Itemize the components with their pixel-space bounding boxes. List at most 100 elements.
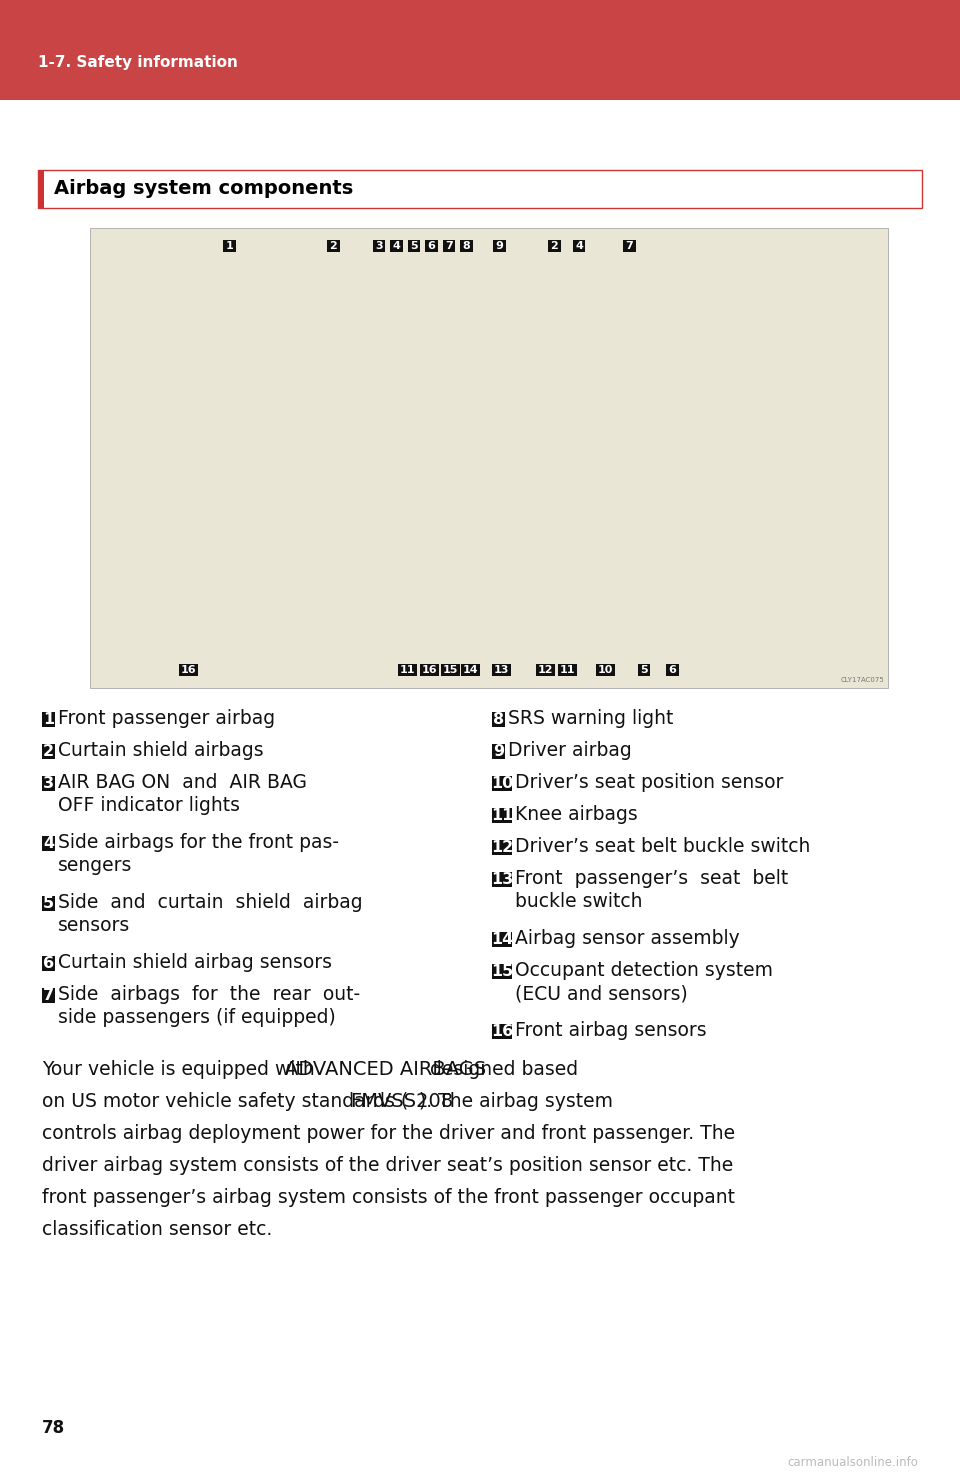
Bar [42,743,55,758]
Text: controls airbag deployment power for the driver and front passenger. The: controls airbag deployment power for the… [42,1123,735,1143]
Text: ). The airbag system: ). The airbag system [420,1092,613,1112]
Text: 13: 13 [494,665,510,675]
Bar [492,711,505,727]
Text: 16: 16 [181,665,197,675]
Text: Side  airbags  for  the  rear  out-: Side airbags for the rear out- [58,985,360,1005]
Text: 8: 8 [463,240,470,251]
Text: 9: 9 [492,743,504,758]
Text: CLY17AC075: CLY17AC075 [840,677,884,683]
Bar [461,663,480,677]
Text: Driver’s seat belt buckle switch: Driver’s seat belt buckle switch [515,837,810,856]
Bar [596,663,615,677]
Bar [327,240,340,252]
Text: Occupant detection system: Occupant detection system [515,962,773,981]
Bar [443,240,455,252]
Text: 1: 1 [226,240,233,251]
Text: 8: 8 [492,711,504,727]
Text: Front  passenger’s  seat  belt: Front passenger’s seat belt [515,870,788,889]
Bar [492,963,512,978]
Bar [492,807,512,822]
Bar [492,743,505,758]
Text: Curtain shield airbag sensors: Curtain shield airbag sensors [58,954,332,972]
Bar [42,835,55,850]
Text: Airbag sensor assembly: Airbag sensor assembly [515,929,740,948]
Text: 3: 3 [375,240,383,251]
Bar [492,871,512,886]
Text: 10: 10 [491,776,514,791]
Text: 4: 4 [575,240,583,251]
Text: 16: 16 [422,665,438,675]
Bar [492,1024,512,1039]
Bar [492,840,512,855]
Text: SRS warning light: SRS warning light [508,709,673,729]
Text: buckle switch: buckle switch [515,892,642,911]
Text: 11: 11 [400,665,416,675]
Text: 2: 2 [329,240,337,251]
Text: designed based: designed based [424,1060,578,1079]
Bar [536,663,555,677]
Text: 4: 4 [393,240,400,251]
Bar [442,663,460,677]
Text: Knee airbags: Knee airbags [515,806,637,825]
Text: sensors: sensors [58,917,131,935]
Text: FMVSS208: FMVSS208 [349,1092,453,1112]
Text: 13: 13 [491,871,514,886]
Text: 4: 4 [43,835,54,850]
Text: front passenger’s airbag system consists of the front passenger occupant: front passenger’s airbag system consists… [42,1189,735,1206]
Bar [0,0,960,99]
Text: Front passenger airbag: Front passenger airbag [58,709,276,729]
Text: 5: 5 [410,240,418,251]
Bar [558,663,577,677]
Bar [398,663,417,677]
Bar [372,240,385,252]
Bar [461,240,473,252]
Text: 7: 7 [445,240,453,251]
Text: 6: 6 [427,240,436,251]
Text: Driver airbag: Driver airbag [508,742,632,760]
Text: 9: 9 [495,240,503,251]
Text: sengers: sengers [58,856,132,876]
Bar [573,240,586,252]
Bar [493,240,506,252]
Text: driver airbag system consists of the driver seat’s position sensor etc. The: driver airbag system consists of the dri… [42,1156,733,1175]
Bar [42,711,55,727]
Text: 1-7. Safety information: 1-7. Safety information [38,55,238,70]
Bar [390,240,402,252]
Bar [548,240,561,252]
Text: 78: 78 [42,1419,65,1437]
Text: 10: 10 [598,665,613,675]
Bar [224,240,236,252]
Text: 6: 6 [668,665,677,675]
Text: Front airbag sensors: Front airbag sensors [515,1021,707,1040]
Bar [637,663,650,677]
Text: on US motor vehicle safety standards (: on US motor vehicle safety standards ( [42,1092,408,1112]
Bar [42,776,55,791]
Bar [38,171,44,208]
Bar [492,663,512,677]
Text: Driver’s seat position sensor: Driver’s seat position sensor [515,773,783,792]
Text: 16: 16 [491,1024,514,1039]
Text: 5: 5 [640,665,648,675]
Bar [90,229,888,689]
Text: ADVANCED AIRBAGS: ADVANCED AIRBAGS [285,1060,487,1079]
Text: 2: 2 [551,240,559,251]
Bar [492,776,512,791]
Text: 12: 12 [538,665,553,675]
Text: 6: 6 [43,956,54,971]
Bar [38,171,922,208]
Text: 11: 11 [491,807,514,822]
Bar [42,895,55,911]
Bar [492,932,512,947]
Text: 7: 7 [626,240,634,251]
Bar [180,663,199,677]
Text: carmanualsonline.info: carmanualsonline.info [787,1456,918,1469]
Text: 3: 3 [43,776,54,791]
Text: 15: 15 [491,963,514,978]
Text: 11: 11 [560,665,575,675]
Text: 14: 14 [463,665,478,675]
Text: AIR BAG ON  and  AIR BAG: AIR BAG ON and AIR BAG [58,773,307,792]
Text: Side airbags for the front pas-: Side airbags for the front pas- [58,834,339,852]
Text: Airbag system components: Airbag system components [54,180,353,199]
Text: 15: 15 [443,665,458,675]
Bar [408,240,420,252]
